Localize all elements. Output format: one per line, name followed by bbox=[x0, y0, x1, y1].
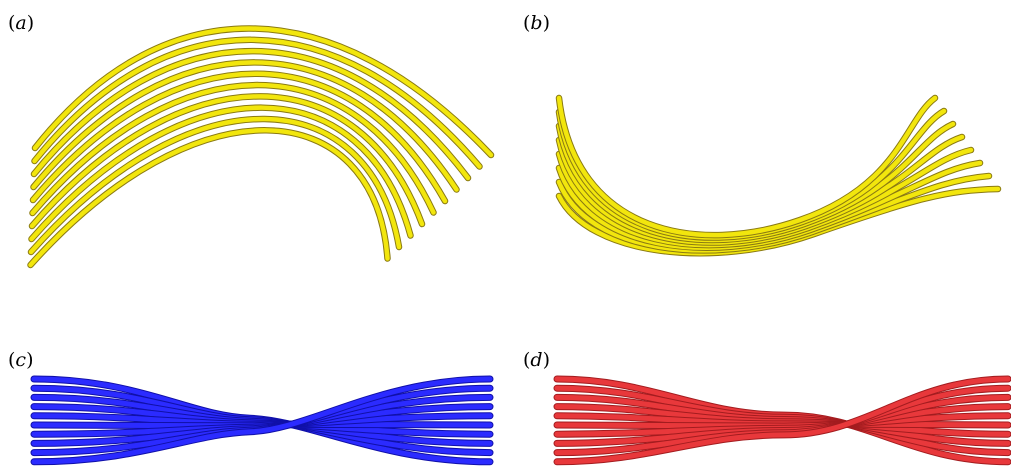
panel-a-filament-8 bbox=[29, 105, 413, 242]
panel-d-filament-10 bbox=[554, 376, 1011, 465]
panel-c-filaments bbox=[30, 375, 494, 466]
panel-a-filaments bbox=[27, 25, 495, 269]
panel-a-filament-5 bbox=[30, 71, 448, 204]
panel-a-label: (a) bbox=[8, 12, 34, 34]
panel-a-filament-10 bbox=[28, 128, 390, 268]
panel-a-filament-2 bbox=[32, 37, 482, 169]
panel-c-label: (c) bbox=[8, 349, 34, 371]
panel-a-filament-1 bbox=[32, 26, 494, 158]
panel-c-filament-10 bbox=[31, 376, 493, 465]
panel-a-filament-9 bbox=[28, 116, 402, 255]
panel-a-filament-7 bbox=[29, 94, 425, 229]
panel-b-label: (b) bbox=[523, 12, 550, 34]
panel-d-filaments bbox=[553, 375, 1011, 466]
panel-b-filament-1 bbox=[556, 95, 938, 238]
panel-d-label: (d) bbox=[523, 349, 550, 371]
panel-a-filament-3 bbox=[31, 49, 471, 181]
panel-a-filament-6 bbox=[30, 82, 436, 216]
panel-b-filaments bbox=[555, 94, 1002, 257]
panel-a-filament-4 bbox=[31, 60, 459, 192]
